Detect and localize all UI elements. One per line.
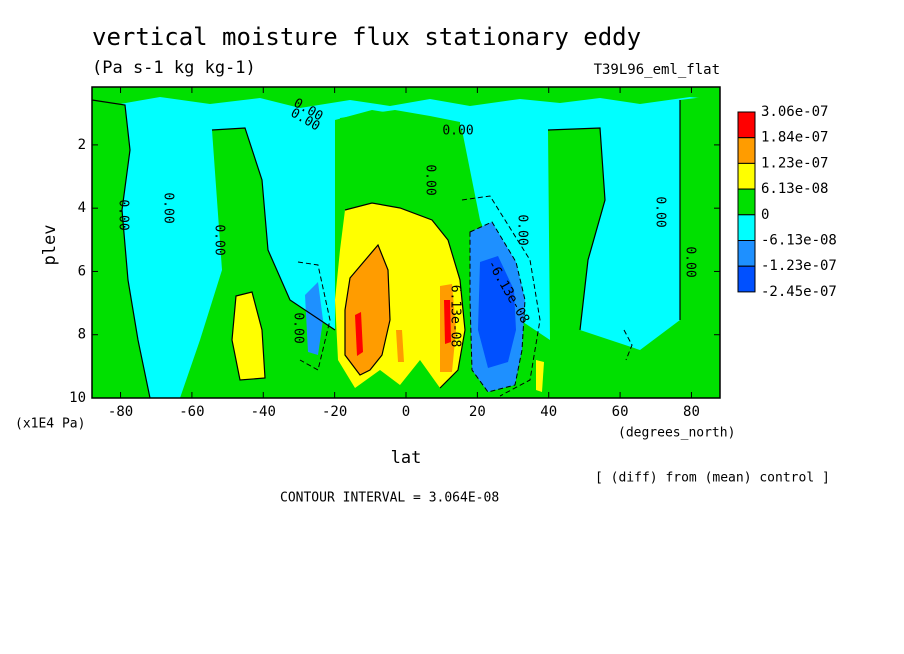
colorbar-label: -6.13e-08 bbox=[761, 233, 837, 249]
y-tick-label: 10 bbox=[69, 390, 86, 406]
colorbar-swatch bbox=[737, 188, 756, 216]
x-tick-label: -40 bbox=[251, 404, 276, 420]
contour-line bbox=[344, 243, 391, 376]
contour-line bbox=[344, 202, 466, 389]
colorbar-swatch bbox=[737, 214, 756, 242]
contour-region bbox=[444, 300, 451, 344]
contour-label: 0.00 bbox=[116, 199, 131, 230]
colorbar-label: 1.23e-07 bbox=[761, 155, 828, 171]
x-tick-label: -20 bbox=[322, 404, 347, 420]
x-tick-label: -80 bbox=[108, 404, 133, 420]
colorbar-swatch bbox=[737, 265, 756, 293]
x-tick-label: 0 bbox=[402, 404, 410, 420]
x-tick-label: 40 bbox=[540, 404, 557, 420]
contour-label: 0.00 bbox=[423, 164, 438, 195]
contour-line bbox=[547, 127, 606, 331]
contour-region bbox=[232, 292, 265, 380]
x-tick-label: -60 bbox=[179, 404, 204, 420]
dataset-label: T39L96_eml_flat bbox=[594, 62, 720, 78]
colorbar-label: 0 bbox=[761, 207, 769, 223]
contour-label: 0.00 bbox=[212, 224, 227, 255]
contour-region bbox=[92, 87, 720, 108]
contour-line bbox=[231, 291, 266, 381]
contour-region bbox=[478, 256, 516, 368]
contour-region bbox=[92, 100, 150, 398]
footnote: [ (diff) from (mean) control ] bbox=[595, 471, 830, 486]
y-tick-label: 2 bbox=[78, 137, 86, 153]
x-axis-units: (degrees_north) bbox=[618, 426, 735, 441]
y-tick-label: 8 bbox=[78, 327, 86, 343]
x-tick-label: 20 bbox=[469, 404, 486, 420]
contour-region bbox=[345, 245, 390, 375]
x-tick-label: 80 bbox=[683, 404, 700, 420]
contour-line bbox=[469, 221, 526, 393]
contour-label: 0.00 bbox=[291, 312, 306, 343]
colorbar-label: 6.13e-08 bbox=[761, 181, 828, 197]
contour-line bbox=[623, 329, 633, 361]
colorbar-label: -1.23e-07 bbox=[761, 258, 837, 274]
y-axis-label: plev bbox=[40, 225, 60, 266]
colorbar-swatch bbox=[737, 111, 756, 139]
x-tick-label: 60 bbox=[612, 404, 629, 420]
contour-label: 0.00 bbox=[683, 246, 698, 277]
x-axis-label: lat bbox=[391, 448, 422, 468]
contour-label: 0.00 bbox=[653, 196, 668, 227]
contour-label: 0.00 bbox=[515, 214, 530, 245]
colorbar-label: 3.06e-07 bbox=[761, 104, 828, 120]
contour-line bbox=[91, 99, 151, 399]
contour-region bbox=[305, 282, 323, 355]
contour-region bbox=[396, 330, 404, 362]
colorbar-swatch bbox=[737, 240, 756, 267]
contour-region bbox=[536, 360, 544, 392]
contour-region bbox=[355, 312, 363, 356]
contour-label: 0.00 bbox=[161, 192, 176, 223]
colorbar-swatch bbox=[737, 162, 756, 190]
contour-label: 6.13e-08 bbox=[448, 285, 463, 348]
colorbar-label: -2.45e-07 bbox=[761, 284, 837, 300]
contour-line bbox=[297, 261, 331, 371]
colorbar-swatch bbox=[737, 137, 756, 164]
contour-region bbox=[340, 110, 462, 200]
colorbar-label: 1.84e-07 bbox=[761, 130, 828, 146]
subtitle: (Pa s-1 kg kg-1) bbox=[92, 58, 256, 78]
plot-area bbox=[91, 87, 720, 399]
contour-interval: CONTOUR INTERVAL = 3.064E-08 bbox=[280, 491, 499, 506]
y-tick-label: 4 bbox=[78, 200, 86, 216]
contour-label: 0.00 bbox=[442, 124, 473, 139]
y-axis-units: (x1E4 Pa) bbox=[15, 417, 85, 432]
y-tick-label: 6 bbox=[78, 263, 86, 279]
chart-title: vertical moisture flux stationary eddy bbox=[92, 23, 641, 51]
contour-line bbox=[211, 127, 336, 331]
